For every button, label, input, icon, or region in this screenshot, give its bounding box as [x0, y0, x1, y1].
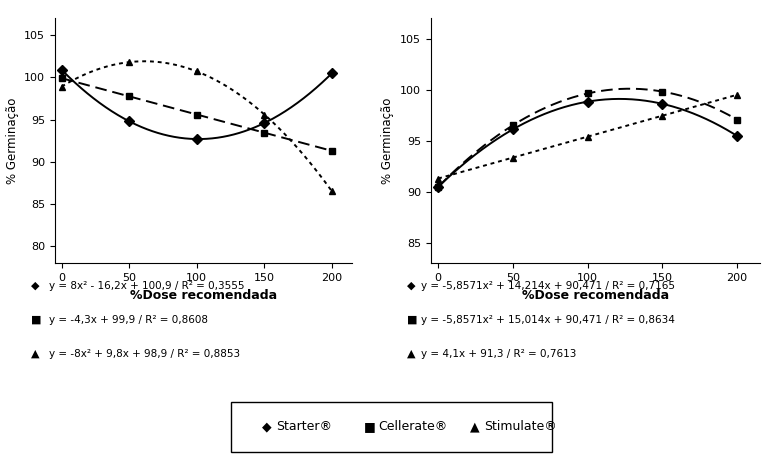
Text: y = 4,1x + 91,3 / R² = 0,7613: y = 4,1x + 91,3 / R² = 0,7613: [421, 349, 576, 359]
Text: Starter®: Starter®: [276, 420, 333, 433]
Text: ▲: ▲: [470, 420, 479, 433]
Text: y = -4,3x + 99,9 / R² = 0,8608: y = -4,3x + 99,9 / R² = 0,8608: [49, 315, 207, 325]
X-axis label: %Dose recomendada: %Dose recomendada: [521, 289, 669, 301]
Text: y = -8x² + 9,8x + 98,9 / R² = 0,8853: y = -8x² + 9,8x + 98,9 / R² = 0,8853: [49, 349, 240, 359]
Text: ◆: ◆: [407, 281, 416, 291]
Text: y = -5,8571x² + 14,214x + 90,471 / R² = 0,7165: y = -5,8571x² + 14,214x + 90,471 / R² = …: [421, 281, 675, 291]
Y-axis label: % Germinação: % Germinação: [5, 98, 19, 184]
Y-axis label: % Germinação: % Germinação: [381, 98, 395, 184]
Text: y = -5,8571x² + 15,014x + 90,471 / R² = 0,8634: y = -5,8571x² + 15,014x + 90,471 / R² = …: [421, 315, 675, 325]
Text: ■: ■: [407, 315, 417, 325]
X-axis label: %Dose recomendada: %Dose recomendada: [130, 289, 277, 301]
Text: ◆: ◆: [31, 281, 40, 291]
Text: y = 8x² - 16,2x + 100,9 / R² = 0,3555: y = 8x² - 16,2x + 100,9 / R² = 0,3555: [49, 281, 244, 291]
Text: Stimulate®: Stimulate®: [484, 420, 557, 433]
Text: ▲: ▲: [31, 349, 40, 359]
Text: ■: ■: [364, 420, 376, 433]
Text: ◆: ◆: [262, 420, 272, 433]
Text: ■: ■: [31, 315, 41, 325]
Text: Cellerate®: Cellerate®: [378, 420, 447, 433]
Text: ▲: ▲: [407, 349, 416, 359]
